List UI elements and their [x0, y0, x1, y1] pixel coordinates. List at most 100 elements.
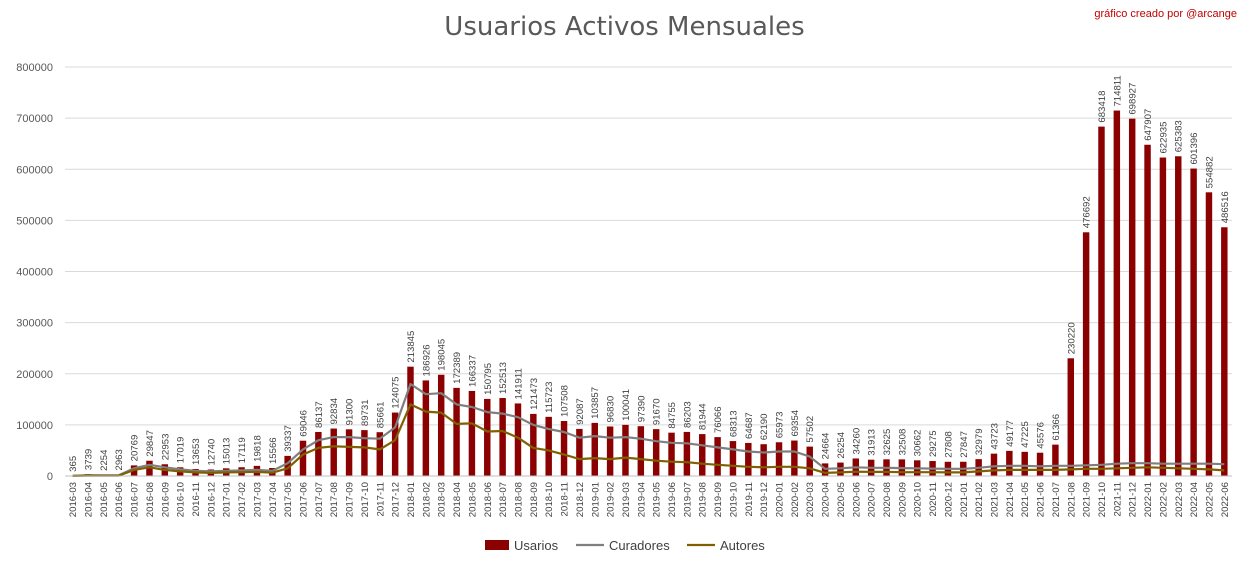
x-tick-label: 2019-10	[728, 482, 739, 517]
data-label: 85661	[375, 402, 386, 429]
x-tick-label: 2017-07	[314, 482, 325, 517]
x-tick-label: 2021-07	[1051, 482, 1062, 517]
data-label: 230220	[1066, 322, 1077, 354]
bar	[514, 403, 522, 476]
data-label: 365	[68, 456, 79, 472]
data-label: 22953	[160, 434, 171, 461]
bar	[376, 432, 384, 476]
data-label: 2254	[99, 449, 110, 471]
x-tick-label: 2018-12	[575, 482, 586, 517]
x-tick-label: 2017-05	[283, 482, 294, 517]
data-label: 29847	[145, 430, 156, 457]
x-tick-label: 2021-08	[1066, 482, 1077, 517]
data-label: 103857	[590, 387, 601, 419]
x-tick-label: 2020-05	[836, 482, 847, 517]
data-label: 622935	[1158, 122, 1169, 154]
data-label: 49177	[1005, 420, 1016, 447]
x-tick-label: 2017-03	[252, 482, 263, 517]
x-tick-label: 2022-06	[1220, 482, 1231, 517]
data-label: 15013	[222, 438, 233, 465]
data-label: 68313	[728, 410, 739, 437]
x-tick-label: 2022-04	[1189, 481, 1200, 517]
x-tick-label: 2016-09	[160, 482, 171, 517]
x-tick-label: 2016-12	[206, 482, 217, 517]
legend-label-curadores: Curadores	[609, 538, 670, 553]
data-label: 39337	[283, 425, 294, 452]
bar	[484, 398, 491, 476]
bar	[437, 374, 445, 476]
bar	[1113, 110, 1121, 476]
bar	[330, 428, 337, 476]
bar	[1036, 452, 1044, 476]
bar	[345, 429, 353, 476]
data-label: 69354	[790, 409, 801, 436]
data-label: 476692	[1082, 196, 1093, 228]
data-label: 26254	[836, 431, 847, 458]
bar	[1082, 232, 1090, 476]
data-label: 89731	[360, 399, 371, 426]
x-tick-label: 2017-06	[299, 482, 310, 517]
x-tick-label: 2021-09	[1082, 482, 1093, 517]
x-tick-label: 2017-09	[345, 482, 356, 517]
x-tick-label: 2018-05	[467, 482, 478, 517]
bar	[1006, 450, 1013, 476]
bar	[668, 432, 675, 476]
data-label: 84755	[667, 402, 678, 429]
data-label: 601396	[1189, 133, 1200, 165]
y-tick-label: 400000	[16, 267, 53, 279]
y-tick-label: 0	[47, 471, 53, 483]
x-tick-label: 2021-03	[989, 482, 1000, 517]
data-label: 91670	[652, 398, 663, 425]
data-label: 24664	[821, 432, 832, 459]
series-line-autores	[72, 403, 1225, 477]
x-tick-label: 2018-09	[529, 482, 540, 517]
y-tick-label: 700000	[16, 113, 53, 125]
credit-note: gráfico creado por @arcange	[1094, 8, 1237, 20]
data-label: 186926	[421, 344, 432, 376]
x-tick-label: 2020-07	[867, 482, 878, 517]
x-tick-label: 2018-11	[560, 482, 571, 517]
x-tick-label: 2017-11	[375, 482, 386, 517]
bar	[576, 428, 583, 476]
data-label: 213845	[406, 331, 417, 363]
x-tick-label: 2018-06	[483, 482, 494, 517]
bar	[315, 431, 322, 476]
x-tick-label: 2016-10	[176, 482, 187, 517]
x-tick-label: 2022-05	[1204, 482, 1215, 517]
x-tick-label: 2018-03	[437, 482, 448, 517]
x-tick-label: 2018-04	[452, 481, 463, 517]
x-tick-label: 2019-04	[636, 481, 647, 517]
legend-label-usarios: Usarios	[514, 538, 559, 553]
data-label: 17019	[176, 437, 187, 464]
series-line-curadores	[72, 382, 1225, 477]
data-label: 57502	[805, 416, 816, 443]
x-tick-label: 2020-04	[821, 481, 832, 517]
x-tick-label: 2021-11	[1112, 482, 1123, 517]
x-tick-label: 2020-08	[882, 482, 893, 517]
x-tick-label: 2018-02	[421, 482, 432, 517]
bar	[745, 442, 752, 476]
bar	[468, 390, 476, 476]
data-label: 166337	[467, 355, 478, 387]
bar	[1221, 227, 1228, 476]
x-tick-label: 2016-06	[114, 482, 125, 517]
data-label: 45576	[1036, 422, 1047, 449]
data-label: 121473	[529, 378, 540, 410]
data-label: 150795	[483, 363, 494, 395]
bar	[1128, 118, 1136, 476]
x-tick-label: 2019-12	[759, 482, 770, 517]
x-tick-label: 2018-10	[544, 482, 555, 517]
data-label: 86203	[682, 401, 693, 428]
x-tick-label: 2021-10	[1097, 482, 1108, 517]
data-label: 69046	[299, 410, 310, 437]
data-label: 107508	[560, 385, 571, 417]
data-label: 32508	[897, 429, 908, 456]
data-label: 34260	[851, 428, 862, 455]
data-label: 486516	[1220, 191, 1231, 223]
x-tick-label: 2019-03	[621, 482, 632, 517]
x-tick-label: 2021-12	[1128, 482, 1139, 517]
data-label: 13653	[191, 438, 202, 465]
data-label: 62190	[759, 414, 770, 441]
data-label: 92087	[575, 398, 586, 425]
x-tick-label: 2022-03	[1174, 482, 1185, 517]
